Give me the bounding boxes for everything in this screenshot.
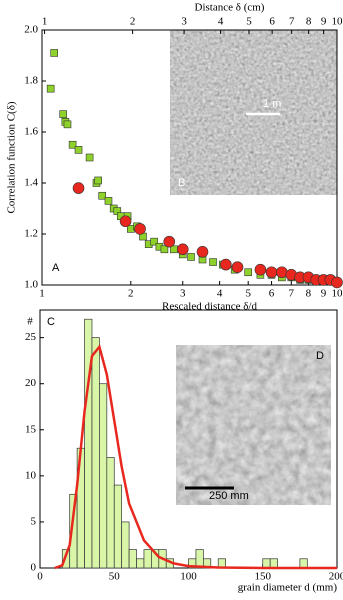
y-tick-label: 5 xyxy=(31,515,37,527)
bar xyxy=(91,337,100,569)
annotation: 1 m xyxy=(263,98,281,110)
annotation: 250 mm xyxy=(209,490,249,502)
bar xyxy=(299,558,308,569)
x-tick-label: 2 xyxy=(128,288,134,300)
y-tick-label: 15 xyxy=(25,423,37,435)
x-tick-label: 5 xyxy=(245,288,251,300)
point xyxy=(196,246,209,258)
y-tick-label: 1.6 xyxy=(24,126,38,138)
x-axis-label: Rescaled distance δ/d xyxy=(162,301,257,313)
point xyxy=(85,153,94,162)
x-tick-label: 1 xyxy=(39,288,45,300)
x-axis-label: grain diameter d (mm) xyxy=(238,582,338,594)
point xyxy=(187,253,195,261)
point xyxy=(46,84,55,93)
bar xyxy=(106,457,115,569)
x2-tick-label: 6 xyxy=(269,16,275,28)
y-tick-label: 1.0 xyxy=(24,279,38,291)
point xyxy=(231,261,244,273)
inset-photo-b xyxy=(170,30,337,195)
y-axis-label: # xyxy=(27,316,33,328)
point xyxy=(74,146,83,154)
point xyxy=(163,235,176,248)
y-tick-label: 0 xyxy=(31,562,37,574)
point xyxy=(209,258,217,266)
point xyxy=(94,176,102,185)
annotation: C xyxy=(47,316,55,328)
x2-axis-label: Distance δ (cm) xyxy=(195,2,265,14)
bar xyxy=(269,558,278,569)
x-tick-label: 3 xyxy=(180,288,186,300)
point xyxy=(134,223,146,235)
y-tick-label: 2.0 xyxy=(24,24,38,36)
x-tick-label: 150 xyxy=(255,571,272,583)
bar xyxy=(136,558,145,569)
point xyxy=(63,120,72,129)
point xyxy=(244,268,252,277)
bar xyxy=(113,484,123,569)
x2-tick-label: 3 xyxy=(181,16,187,28)
x2-tick-label: 5 xyxy=(246,16,252,28)
x-tick-label: 7 xyxy=(289,288,295,300)
bar xyxy=(195,549,204,569)
x-tick-label: 8 xyxy=(306,288,312,300)
inset-photo-d xyxy=(176,345,331,505)
x-tick-label: 0 xyxy=(37,571,43,583)
point xyxy=(265,266,278,279)
bar xyxy=(262,558,271,569)
x-tick-label: 6 xyxy=(269,288,275,300)
x-tick-label: 50 xyxy=(109,571,121,583)
x2-tick-label: 4 xyxy=(218,16,224,28)
x-tick-label: 100 xyxy=(180,571,197,583)
fit-curve xyxy=(54,344,337,570)
y-axis-label: Correlation function C(δ) xyxy=(6,101,18,213)
annotation: A xyxy=(52,262,60,274)
point xyxy=(176,243,189,256)
bar xyxy=(121,521,130,569)
point xyxy=(119,215,132,228)
point xyxy=(50,49,59,57)
point xyxy=(104,197,113,205)
point xyxy=(254,263,267,276)
annotation: B xyxy=(178,177,185,189)
x2-tick-label: 10 xyxy=(332,16,343,28)
y-tick-label: 1.2 xyxy=(24,228,38,240)
point xyxy=(98,191,107,200)
x-tick-label: 10 xyxy=(332,288,343,300)
x2-tick-label: 1 xyxy=(42,16,48,28)
x-tick-label: 4 xyxy=(217,288,223,300)
plot-frame xyxy=(41,29,338,286)
y-tick-label: 25 xyxy=(25,331,37,343)
bar xyxy=(143,549,152,569)
point xyxy=(72,182,85,194)
x-tick-label: 9 xyxy=(321,288,327,300)
bar xyxy=(128,549,137,569)
point xyxy=(59,110,68,118)
point xyxy=(220,258,232,271)
y-tick-label: 10 xyxy=(25,469,37,481)
y-tick-label: 20 xyxy=(25,377,37,389)
x2-tick-label: 7 xyxy=(289,16,295,28)
point xyxy=(68,140,77,149)
x2-tick-label: 2 xyxy=(130,16,136,28)
x2-tick-label: 8 xyxy=(306,16,312,28)
y-tick-label: 1.4 xyxy=(24,177,38,189)
bar xyxy=(99,383,108,569)
point xyxy=(160,245,169,254)
x2-tick-label: 9 xyxy=(321,16,327,28)
point xyxy=(331,276,343,289)
y-tick-label: 1.8 xyxy=(24,75,38,87)
point xyxy=(150,237,158,246)
x-tick-label: 200 xyxy=(329,571,343,583)
point xyxy=(127,225,135,233)
annotation: D xyxy=(316,350,324,362)
